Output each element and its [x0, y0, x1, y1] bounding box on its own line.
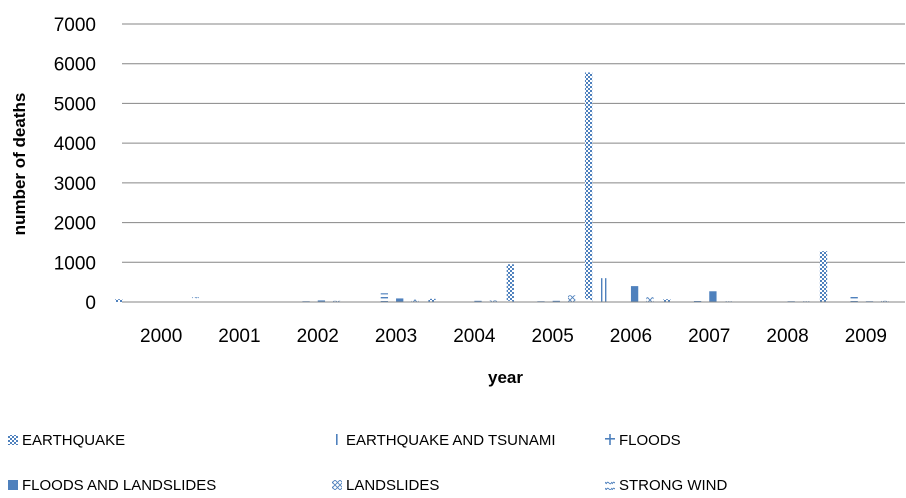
gridlines	[122, 23, 905, 263]
y-axis-title: number of deaths	[10, 93, 29, 236]
y-tick-label: 1000	[54, 253, 96, 274]
bar-floods-and-landslides	[396, 298, 404, 302]
legend-swatch-landslides	[332, 480, 342, 490]
bar-floods	[850, 296, 858, 302]
bar-earthquake	[428, 298, 436, 302]
x-tick-label: 2005	[532, 326, 574, 347]
bar-strong-wind	[505, 300, 513, 302]
bar-landslides	[333, 300, 341, 302]
legend-label-strong-wind: STRONG WIND	[619, 477, 727, 494]
x-tick-label: 2002	[297, 326, 339, 347]
y-tick-label: 4000	[54, 134, 96, 155]
bar-earthquake-and-tsunami	[600, 278, 608, 302]
x-tick-label: 2007	[688, 326, 730, 347]
legend-swatch-strong-wind	[605, 480, 615, 490]
bar-floods-and-landslides	[709, 291, 717, 302]
x-tick-labels: 2000 2001 2002 2003 2004 2005 2006 2007 2008 2009	[140, 326, 887, 347]
y-tick-label: 6000	[54, 55, 96, 76]
legend-swatch-earthquake-and-tsunami	[336, 434, 338, 445]
bar-landslides	[567, 295, 576, 302]
x-tick-label: 2003	[375, 326, 417, 347]
bar-floods-and-landslides	[552, 300, 560, 302]
bar-landslides	[646, 297, 654, 302]
legend-label-earthquake: EARTHQUAKE	[22, 432, 125, 449]
bar-floods-and-landslides	[474, 300, 482, 302]
y-tick-label: 5000	[54, 94, 96, 115]
bar-floods-and-landslides	[317, 300, 326, 302]
bar-floods-and-landslides	[630, 286, 639, 302]
x-tick-label: 2008	[766, 326, 808, 347]
bar-strong-wind	[583, 299, 591, 302]
bar-floods	[693, 300, 702, 302]
bar-landslides	[489, 300, 497, 302]
y-tick-labels: 0 1000 2000 3000 4000 5000 6000 7000	[54, 15, 96, 314]
legend-swatch-earthquake	[8, 435, 18, 445]
y-tick-label: 0	[85, 293, 96, 314]
legend-label-earthquake-and-tsunami: EARTHQUAKE AND TSUNAMI	[346, 432, 556, 449]
y-tick-label: 7000	[54, 15, 96, 36]
legend-label-landslides: LANDSLIDES	[346, 477, 439, 494]
legend: EARTHQUAKE EARTHQUAKE AND TSUNAMI FLOODS FL…	[8, 432, 727, 494]
bar-strong-wind	[191, 297, 200, 302]
bar-earthquake	[663, 299, 671, 302]
legend-swatch-floods-and-landslides	[8, 480, 18, 490]
legend-swatch-floods	[605, 434, 615, 445]
x-axis-title: year	[488, 368, 523, 387]
bar-floods	[380, 293, 389, 302]
x-tick-label: 2001	[218, 326, 260, 347]
bar-landslides	[411, 299, 419, 302]
y-tick-label: 2000	[54, 214, 96, 235]
x-tick-label: 2000	[140, 326, 182, 347]
bar-earthquake	[115, 299, 123, 302]
bar-landslides	[881, 300, 889, 302]
legend-label-floods: FLOODS	[619, 432, 681, 449]
bars	[115, 72, 889, 302]
legend-label-floods-and-landslides: FLOODS AND LANDSLIDES	[22, 477, 216, 494]
y-tick-label: 3000	[54, 174, 96, 195]
x-tick-label: 2004	[453, 326, 496, 347]
bar-earthquake	[819, 251, 828, 302]
bar-earthquake	[584, 72, 593, 302]
bar-earthquake	[506, 264, 514, 302]
x-tick-label: 2006	[610, 326, 652, 347]
x-tick-label: 2009	[845, 326, 887, 347]
